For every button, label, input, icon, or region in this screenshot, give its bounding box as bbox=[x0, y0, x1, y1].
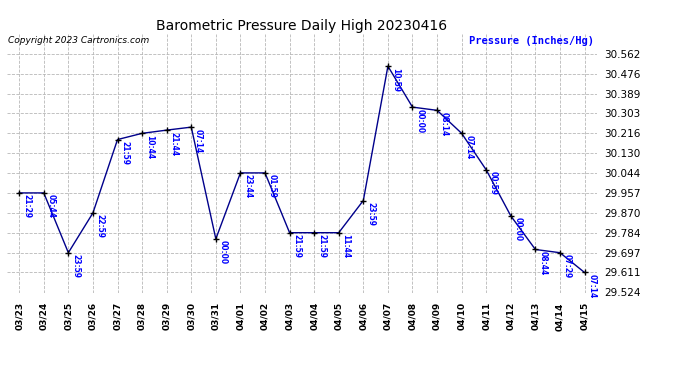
Title: Barometric Pressure Daily High 20230416: Barometric Pressure Daily High 20230416 bbox=[157, 19, 447, 33]
Text: 21:59: 21:59 bbox=[293, 234, 302, 258]
Text: 07:14: 07:14 bbox=[464, 135, 473, 159]
Text: 21:59: 21:59 bbox=[317, 234, 326, 258]
Text: 21:59: 21:59 bbox=[120, 141, 129, 165]
Text: 00:00: 00:00 bbox=[415, 108, 424, 133]
Text: 07:14: 07:14 bbox=[194, 129, 203, 153]
Text: 08:44: 08:44 bbox=[538, 251, 547, 275]
Text: 10:59: 10:59 bbox=[391, 68, 400, 92]
Text: 07:14: 07:14 bbox=[587, 274, 596, 298]
Text: Copyright 2023 Cartronics.com: Copyright 2023 Cartronics.com bbox=[8, 36, 149, 45]
Text: 11:44: 11:44 bbox=[342, 234, 351, 258]
Text: 00:00: 00:00 bbox=[513, 217, 522, 242]
Text: 05:44: 05:44 bbox=[46, 194, 56, 218]
Text: 23:44: 23:44 bbox=[243, 174, 253, 198]
Text: 23:59: 23:59 bbox=[71, 254, 80, 278]
Text: 21:29: 21:29 bbox=[22, 194, 31, 218]
Text: 23:59: 23:59 bbox=[366, 202, 375, 226]
Text: 08:14: 08:14 bbox=[440, 112, 449, 136]
Text: 22:59: 22:59 bbox=[96, 214, 105, 238]
Text: Pressure (Inches/Hg): Pressure (Inches/Hg) bbox=[469, 36, 594, 46]
Text: 07:29: 07:29 bbox=[563, 254, 572, 278]
Text: 10:44: 10:44 bbox=[145, 135, 154, 159]
Text: 00:00: 00:00 bbox=[219, 240, 228, 264]
Text: 21:44: 21:44 bbox=[170, 132, 179, 156]
Text: 00:59: 00:59 bbox=[489, 171, 498, 195]
Text: 01:59: 01:59 bbox=[268, 174, 277, 198]
